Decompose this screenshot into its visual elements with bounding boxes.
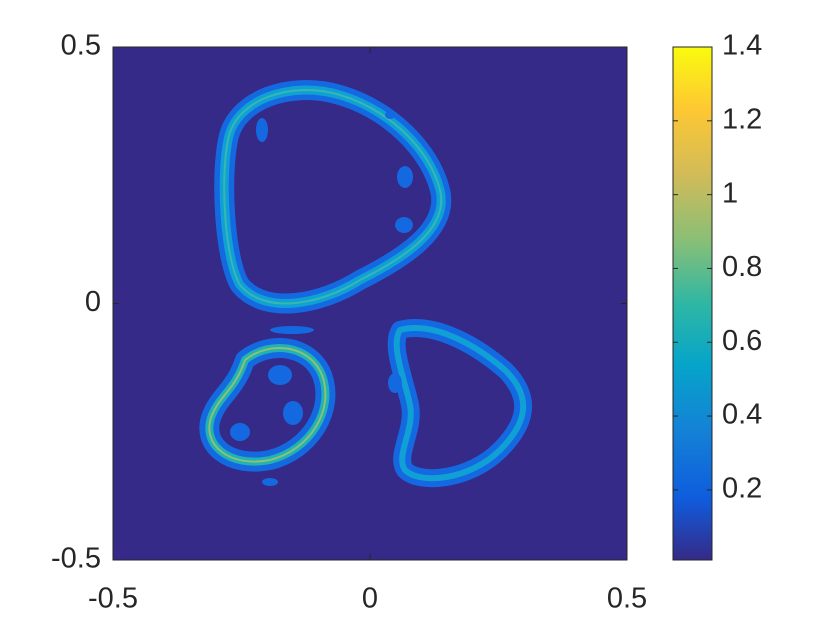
background (113, 47, 627, 560)
x-tick-label: 0.5 (607, 583, 647, 615)
colorbar-tick-label: 1.4 (722, 30, 762, 62)
contour-field (199, 80, 533, 488)
colorbar-tick-label: 1.2 (722, 103, 762, 135)
y-tick-label: 0.5 (61, 30, 101, 62)
colorbar-tick-label: 0.8 (722, 251, 762, 283)
contour-islands (230, 111, 413, 486)
colorbar-tick-label: 1 (722, 177, 738, 209)
colorbar-tick-label: 0.4 (722, 399, 762, 431)
colorbar (672, 46, 713, 561)
x-tick-label: 0 (362, 583, 378, 615)
y-tick-label: 0 (85, 286, 101, 318)
colorbar-tick-label: 0.6 (722, 325, 762, 357)
colorbar-tick-label: 0.2 (722, 473, 762, 505)
x-tick-label: -0.5 (88, 583, 138, 615)
plot-area (112, 46, 628, 561)
y-tick-label: -0.5 (51, 543, 101, 575)
